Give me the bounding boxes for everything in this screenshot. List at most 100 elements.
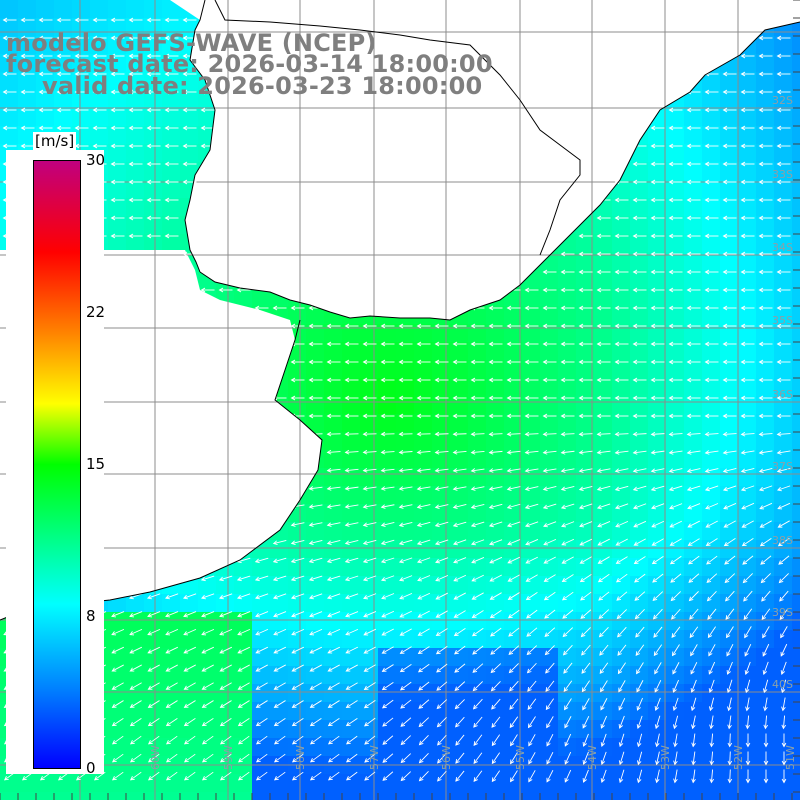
- arrow-shaft: [760, 555, 772, 565]
- wind-arrow: [38, 71, 53, 77]
- arrow-head: [614, 359, 620, 365]
- wind-arrow: [255, 646, 269, 654]
- speed-cell: [648, 504, 667, 523]
- speed-cell: [504, 504, 523, 523]
- speed-cell: [198, 108, 217, 127]
- wind-arrow: [488, 377, 503, 383]
- arrow-head: [344, 468, 350, 473]
- speed-cell: [702, 72, 721, 91]
- wind-arrow: [344, 395, 359, 401]
- speed-cell: [720, 486, 739, 505]
- speed-cell: [792, 774, 800, 793]
- arrow-shaft: [273, 628, 287, 636]
- wind-arrow: [758, 359, 773, 365]
- arrow-head: [380, 395, 386, 401]
- wind-arrow: [2, 35, 17, 41]
- arrow-head: [578, 251, 584, 257]
- speed-cell: [324, 504, 343, 523]
- arrow-shaft: [363, 468, 377, 472]
- speed-cell: [36, 108, 55, 127]
- arrow-head: [668, 197, 674, 203]
- arrow-shaft: [543, 450, 557, 454]
- speed-cell: [450, 360, 469, 379]
- speed-cell: [774, 468, 793, 487]
- wind-arrow: [758, 467, 773, 474]
- speed-cell: [504, 450, 523, 469]
- wind-arrow: [308, 486, 323, 491]
- speed-cell: [666, 288, 685, 307]
- arrow-head: [471, 613, 477, 618]
- wind-arrow: [272, 540, 287, 546]
- wind-arrow: [164, 161, 179, 167]
- arrow-shaft: [471, 486, 485, 490]
- arrow-shaft: [490, 592, 502, 600]
- arrow-head: [416, 323, 422, 329]
- speed-cell: [774, 558, 793, 577]
- wind-arrow: [165, 611, 179, 618]
- wind-arrow: [327, 646, 341, 654]
- arrow-head: [362, 449, 368, 455]
- speed-cell: [792, 216, 800, 235]
- speed-cell: [684, 630, 703, 649]
- arrow-head: [470, 359, 476, 365]
- arrow-head: [651, 541, 657, 546]
- speed-cell: [648, 486, 667, 505]
- wind-arrow: [650, 395, 665, 401]
- arrow-head: [686, 395, 692, 401]
- wind-arrow: [380, 395, 395, 401]
- wind-arrow: [309, 646, 323, 654]
- arrow-head: [561, 541, 567, 546]
- arrow-shaft: [418, 628, 430, 636]
- wind-arrow: [381, 593, 395, 600]
- speed-cell: [774, 684, 793, 703]
- arrow-shaft: [707, 608, 717, 620]
- wind-arrow: [146, 215, 161, 221]
- wind-arrow: [291, 646, 305, 654]
- speed-cell: [774, 486, 793, 505]
- wind-arrow: [650, 179, 665, 185]
- arrow-shaft: [345, 628, 359, 636]
- speed-cell: [36, 90, 55, 109]
- wind-arrow: [633, 538, 646, 546]
- wind-arrow: [704, 179, 719, 185]
- wind-arrow: [560, 503, 575, 510]
- arrow-head: [633, 559, 639, 565]
- speed-cell: [684, 432, 703, 451]
- arrow-head: [110, 143, 116, 149]
- speed-cell: [756, 306, 775, 325]
- speed-cell: [288, 774, 307, 793]
- speed-cell: [198, 594, 217, 613]
- arrow-shaft: [201, 575, 215, 581]
- arrow-shaft: [707, 590, 717, 602]
- wind-arrow: [776, 341, 791, 347]
- speed-cell: [108, 198, 127, 217]
- speed-cell: [162, 90, 181, 109]
- speed-cell: [270, 540, 289, 559]
- wind-arrow: [779, 590, 789, 602]
- wind-arrow: [38, 125, 53, 131]
- arrow-shaft: [309, 575, 323, 581]
- speed-cell: [144, 108, 163, 127]
- arrow-head: [452, 377, 458, 383]
- wind-arrow: [689, 626, 699, 639]
- wind-arrow: [597, 556, 610, 564]
- speed-cell: [702, 594, 721, 613]
- speed-cell: [18, 72, 37, 91]
- speed-cell: [540, 666, 559, 685]
- speed-cell: [540, 594, 559, 613]
- speed-cell: [612, 684, 631, 703]
- arrow-head: [380, 323, 386, 329]
- arrow-shaft: [651, 520, 665, 528]
- arrow-shaft: [417, 592, 431, 600]
- arrow-head: [488, 431, 494, 437]
- arrow-head: [776, 413, 782, 419]
- arrow-head: [453, 577, 459, 582]
- arrow-shaft: [724, 520, 736, 528]
- arrow-head: [470, 522, 476, 528]
- arrow-head: [326, 341, 332, 347]
- arrow-head: [381, 576, 386, 582]
- wind-arrow: [542, 305, 557, 311]
- wind-arrow: [632, 468, 647, 473]
- arrow-shaft: [743, 573, 753, 583]
- arrow-head: [542, 377, 548, 383]
